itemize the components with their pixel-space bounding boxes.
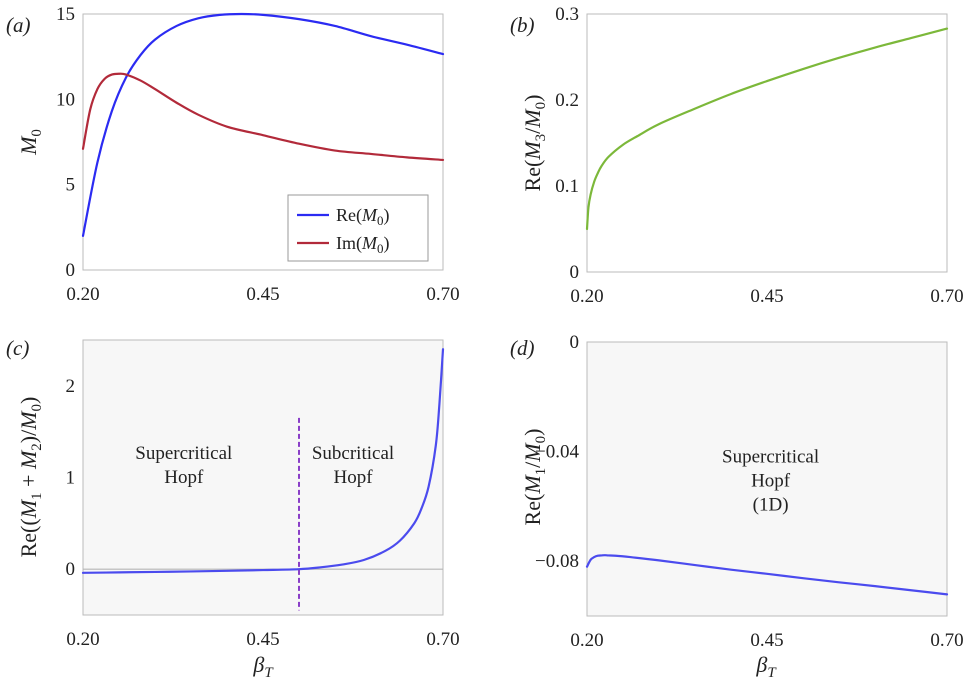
panel-a-ylabel: M0 xyxy=(16,129,45,156)
panel-c-xtick-label: 0.45 xyxy=(246,629,279,650)
panel-d-label: (d) xyxy=(510,336,535,360)
panel-a-label: (a) xyxy=(6,13,31,37)
panel-c-annotations: Supercritical Hopf Subcritical Hopf xyxy=(135,443,394,488)
panel-a-legend: Re(M0) Im(M0) xyxy=(287,194,429,262)
panel-b-xtick-label: 0.20 xyxy=(570,286,603,307)
panel-b-ytick-label: 0.3 xyxy=(555,4,579,25)
panel-c: (c) Re((M1 + M2)/M0) βT 0.20 0.45 0.70012 … xyxy=(6,336,460,681)
panel-d-ticks: 0.20 0.45 0.70 0 −0.04 −0.08 xyxy=(535,332,964,651)
panel-b-ytick-label: 0.2 xyxy=(555,90,579,111)
panel-a-series-re-m0 xyxy=(81,12,445,237)
panel-d-series-curve-0 xyxy=(585,554,949,596)
panel-b: (b) Re(M3/M0) 0.20 0.45 0.70 0 0.1 0.2 0.3 xyxy=(510,4,964,307)
panel-c-xtick-label: 0.70 xyxy=(426,629,459,650)
panel-c-frame xyxy=(82,339,444,616)
panel-c-label: (c) xyxy=(6,336,29,360)
panel-a-lines xyxy=(81,12,445,237)
panel-a-ticks: 0.20 0.45 0.70 0 5 10 15 xyxy=(56,4,460,305)
panel-d-xlabel: βT xyxy=(755,652,777,681)
panel-d-ytick-label: −0.08 xyxy=(535,551,579,572)
panel-b-frame xyxy=(586,13,948,273)
panel-c-annotation: Subcritical Hopf xyxy=(312,443,394,488)
panel-a-xtick-label: 0.45 xyxy=(246,284,279,305)
panel-b-ytick-label: 0.1 xyxy=(555,176,579,197)
legend-entry-re-m0: Re(M0) xyxy=(336,205,390,228)
panel-b-ylabel: Re(M3/M0) xyxy=(520,95,549,192)
panel-d-ytick-label: 0 xyxy=(570,332,580,353)
panel-b-xtick-label: 0.70 xyxy=(930,286,963,307)
panel-a-ytick-label: 10 xyxy=(56,89,75,110)
panel-d-ylabel: Re(M1/M0) xyxy=(520,429,549,526)
panel-c-ytick-label: 0 xyxy=(66,559,76,580)
panel-c-ytick-label: 1 xyxy=(66,468,76,489)
panel-a-ytick-label: 0 xyxy=(66,260,76,281)
panel-d: (d) Re(M1/M0) βT 0.20 0.45 0.70 0 −0.04 −0.08… xyxy=(510,332,964,681)
panel-c-ytick-label: 2 xyxy=(66,376,76,397)
panel-a-ytick-label: 5 xyxy=(66,175,76,196)
panel-b-lines xyxy=(585,27,949,231)
panel-b-label: (b) xyxy=(510,13,535,37)
panel-d-xtick-label: 0.20 xyxy=(570,630,603,651)
panel-b-ticks: 0.20 0.45 0.70 0 0.1 0.2 0.3 xyxy=(555,4,963,307)
panel-a-xtick-label: 0.70 xyxy=(426,284,459,305)
panel-b-xtick-label: 0.45 xyxy=(750,286,783,307)
panel-d-ytick-label: −0.04 xyxy=(535,442,579,463)
panel-c-annotation: Supercritical Hopf xyxy=(135,443,232,488)
panel-d-xtick-label: 0.45 xyxy=(750,630,783,651)
panel-a: (a) M0 0.20 0.45 0.70 0 5 10 15 Re(M0) Im(M0) xyxy=(6,4,460,305)
legend-box xyxy=(287,194,429,262)
panel-c-xlabel: βT xyxy=(252,652,274,681)
panel-b-series-curve-0 xyxy=(585,27,949,231)
panel-a-series-im-m0 xyxy=(81,72,445,162)
panel-c-xtick-label: 0.20 xyxy=(66,629,99,650)
panel-d-lines xyxy=(585,554,949,596)
panel-d-annotations: Supercritical Hopf (1D) xyxy=(722,447,819,516)
panel-c-lines xyxy=(81,348,445,611)
panel-d-annotation: Supercritical Hopf (1D) xyxy=(722,447,819,516)
panel-c-ylabel: Re((M1 + M2)/M0) xyxy=(16,397,45,558)
panel-c-ticks: 0.20 0.45 0.70 0 1 2 xyxy=(66,376,460,650)
panel-c-series-curve-0 xyxy=(81,348,445,574)
legend-entry-im-m0: Im(M0) xyxy=(336,233,390,256)
panel-d-frame xyxy=(586,341,948,617)
panel-b-ytick-label: 0 xyxy=(570,262,580,283)
panel-d-xtick-label: 0.70 xyxy=(930,630,963,651)
panel-a-ytick-label: 15 xyxy=(56,4,75,25)
panel-a-xtick-label: 0.20 xyxy=(66,284,99,305)
